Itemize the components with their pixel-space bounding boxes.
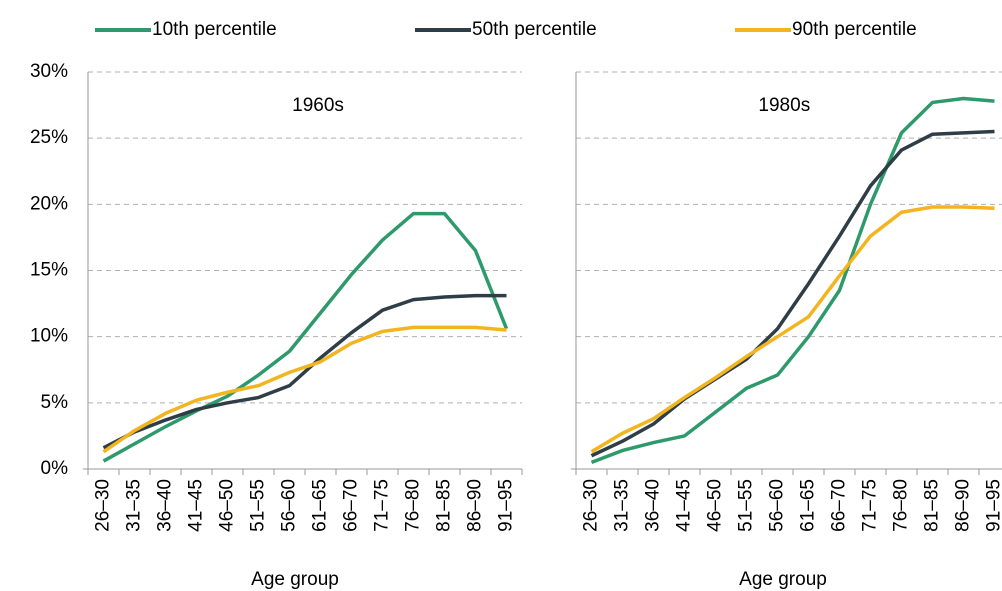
x-tick-label: 31–35: [612, 479, 633, 532]
x-tick-label: 51–55: [248, 479, 269, 532]
x-tick-label: 86–90: [953, 479, 974, 532]
x-tick-label: 56–60: [767, 479, 788, 532]
series-line: [102, 293, 507, 450]
y-tick-label: 20%: [30, 193, 68, 214]
x-tick-label: 41–45: [186, 479, 207, 532]
x-tick-label: 61–65: [310, 479, 331, 532]
x-tick-label: 71–75: [860, 479, 881, 532]
series-line: [102, 325, 507, 454]
y-tick-label: 10%: [30, 326, 68, 347]
x-tick-label: 56–60: [279, 479, 300, 532]
x-tick-label: 66–70: [341, 479, 362, 532]
x-tick-label: 26–30: [93, 479, 114, 532]
y-tick-label: 15%: [30, 260, 68, 281]
x-tick-label: 76–80: [891, 479, 912, 532]
series-line: [590, 129, 995, 458]
x-tick-label: 76–80: [403, 479, 424, 532]
x-tick-label: 51–55: [736, 479, 757, 532]
panel-title: 1960s: [292, 95, 344, 116]
x-axis-title: Age group: [251, 569, 339, 590]
y-tick-label: 0%: [41, 458, 69, 479]
series-line: [590, 96, 995, 465]
y-tick-label: 5%: [41, 392, 69, 413]
x-tick-label: 61–65: [798, 479, 819, 532]
panel-title: 1980s: [758, 95, 810, 116]
x-tick-label: 86–90: [465, 479, 486, 532]
x-tick-label: 66–70: [829, 479, 850, 532]
x-tick-label: 26–30: [581, 479, 602, 532]
y-tick-label: 30%: [30, 61, 68, 82]
x-tick-label: 91–95: [984, 479, 1002, 532]
x-tick-label: 91–95: [496, 479, 517, 532]
x-tick-label: 31–35: [124, 479, 145, 532]
series-line: [590, 205, 995, 454]
x-tick-label: 41–45: [674, 479, 695, 532]
legend-label: 90th percentile: [792, 19, 917, 40]
x-tick-label: 71–75: [372, 479, 393, 532]
x-tick-label: 81–85: [434, 479, 455, 532]
x-tick-label: 36–40: [155, 479, 176, 532]
legend-label: 10th percentile: [152, 19, 277, 40]
x-tick-label: 46–50: [217, 479, 238, 532]
y-tick-label: 25%: [30, 127, 68, 148]
x-axis-title: Age group: [739, 569, 827, 590]
x-tick-label: 36–40: [643, 479, 664, 532]
legend-label: 50th percentile: [472, 19, 597, 40]
x-tick-label: 81–85: [922, 479, 943, 532]
series-line: [102, 211, 509, 463]
x-tick-label: 46–50: [705, 479, 726, 532]
